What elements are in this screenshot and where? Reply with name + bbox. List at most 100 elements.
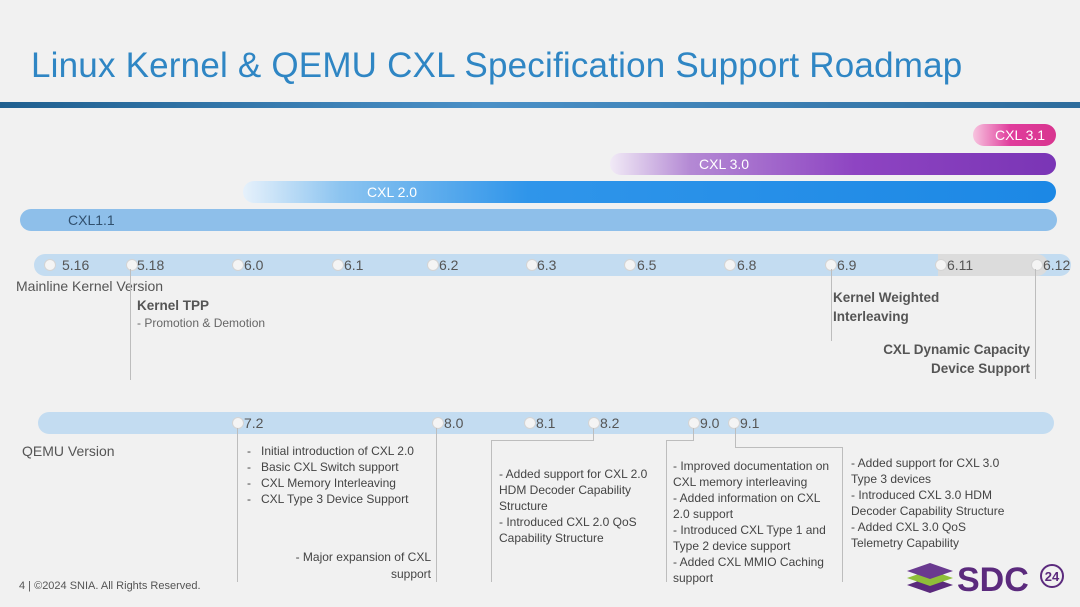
- qemu-9-0-leader-stub: [693, 428, 694, 441]
- kernel-6-0-dot: [232, 259, 244, 271]
- kernel-future-segment: [938, 254, 1048, 276]
- qemu-7-2-note: - CXL Memory Interleaving: [247, 476, 396, 490]
- kernel-version-track: [34, 254, 1071, 276]
- qemu-9-1-note: Decoder Capability Structure: [851, 504, 1005, 518]
- weighted-leader-line: [831, 269, 832, 341]
- qemu-8-0-note-line2: support: [390, 567, 431, 581]
- weighted-interleaving-line2: Interleaving: [833, 309, 909, 324]
- qemu-9-1-note: - Introduced CXL 3.0 HDM: [851, 488, 992, 502]
- qemu-7-2-note: - Basic CXL Switch support: [247, 460, 399, 474]
- qemu-9-1-note: - Added CXL 3.0 QoS: [851, 520, 966, 534]
- qemu-9-1-tick: 9.1: [740, 415, 760, 431]
- qemu-9-1-dot: [728, 417, 740, 429]
- kernel-6-12-dot: [1031, 259, 1043, 271]
- qemu-8-1-dot: [524, 417, 536, 429]
- kernel-6-12-tick: 6.12: [1043, 257, 1071, 273]
- kernel-6-9-tick: 6.9: [837, 257, 857, 273]
- qemu-version-track: [38, 412, 1054, 434]
- qemu-9-0-notes: - Improved documentation on CXL memory i…: [673, 458, 829, 586]
- qemu-7-2-note: - CXL Type 3 Device Support: [247, 492, 409, 506]
- kernel-5-18-tick: 5.18: [137, 257, 165, 273]
- qemu-8-2-note: HDM Decoder Capability: [499, 483, 632, 497]
- qemu-8-2-note: - Introduced CXL 2.0 QoS: [499, 515, 637, 529]
- qemu-8-2-note: Capability Structure: [499, 531, 604, 545]
- kernel-6-2-tick: 6.2: [439, 257, 459, 273]
- layers-icon: [907, 563, 953, 593]
- cxl20-bar: CXL 2.0: [243, 181, 1056, 203]
- cxl30-bar: CXL 3.0: [610, 153, 1056, 175]
- kernel-6-8-tick: 6.8: [737, 257, 757, 273]
- kernel-tpp-sub: - Promotion & Demotion: [137, 316, 266, 330]
- kernel-5-18-dot: [126, 259, 138, 271]
- page-title: Linux Kernel & QEMU CXL Specification Su…: [31, 46, 963, 85]
- qemu-9-0-dot: [688, 417, 700, 429]
- qemu-9-1-leader-stub: [735, 428, 736, 447]
- qemu-8-2-leader-line: [491, 440, 492, 582]
- kernel-5-16-tick: 5.16: [62, 257, 90, 273]
- qemu-8-1-tick: 8.1: [536, 415, 556, 431]
- logo-badge-ring: [1040, 564, 1064, 588]
- qemu-9-1-note: Type 3 devices: [851, 472, 932, 486]
- cxl31-bar: CXL 3.1: [973, 124, 1056, 146]
- qemu-7-2-leader-line: [237, 428, 238, 582]
- title-divider: [0, 102, 1080, 108]
- sdc-logo: SDC 24: [907, 561, 1064, 599]
- qemu-9-0-leader-horizontal: [666, 440, 694, 441]
- qemu-7-2-note: - Initial introduction of CXL 2.0: [247, 444, 414, 458]
- qemu-9-0-note: - Added CXL MMIO Caching: [673, 555, 824, 569]
- qemu-9-0-note: - Improved documentation on: [673, 459, 830, 473]
- cxl20-label: CXL 2.0: [367, 184, 418, 200]
- kernel-axis-label: Mainline Kernel Version: [16, 278, 164, 294]
- kernel-tpp-title: Kernel TPP: [137, 298, 210, 313]
- kernel-6-5-dot: [624, 259, 636, 271]
- qemu-9-0-note: support: [673, 571, 714, 585]
- kernel-6-11-dot: [935, 259, 947, 271]
- footer-copyright: 4 | ©2024 SNIA. All Rights Reserved.: [19, 580, 201, 592]
- qemu-9-1-leader-line: [842, 447, 843, 582]
- qemu-9-0-note: Type 2 device support: [673, 539, 791, 553]
- kernel-6-11-tick: 6.11: [947, 257, 974, 273]
- qemu-8-2-tick: 8.2: [600, 415, 620, 431]
- kernel-6-0-tick: 6.0: [244, 257, 264, 273]
- qemu-8-2-leader-stub: [593, 428, 594, 441]
- cxl11-bar: CXL1.1: [20, 209, 1057, 231]
- logo-badge: 24: [1045, 569, 1060, 584]
- kernel-6-2-dot: [427, 259, 439, 271]
- dcd-line1: CXL Dynamic Capacity: [883, 342, 1030, 357]
- qemu-7-2-dot: [232, 417, 244, 429]
- qemu-8-0-tick: 8.0: [444, 415, 464, 431]
- cxl30-label: CXL 3.0: [699, 156, 750, 172]
- kernel-5-16-dot: [44, 259, 56, 271]
- kernel-6-5-tick: 6.5: [637, 257, 657, 273]
- qemu-8-2-note: - Added support for CXL 2.0: [499, 467, 648, 481]
- tpp-leader-line: [130, 269, 131, 380]
- kernel-6-8-dot: [724, 259, 736, 271]
- qemu-9-1-notes: - Added support for CXL 3.0 Type 3 devic…: [851, 455, 1004, 551]
- cxl31-label: CXL 3.1: [995, 127, 1046, 143]
- dcd-leader-line: [1035, 269, 1036, 379]
- qemu-9-1-note: - Added support for CXL 3.0: [851, 456, 1000, 470]
- qemu-9-0-note: - Introduced CXL Type 1 and: [673, 523, 826, 537]
- kernel-6-3-dot: [526, 259, 538, 271]
- qemu-9-0-note: CXL memory interleaving: [673, 475, 808, 489]
- kernel-6-1-tick: 6.1: [344, 257, 364, 273]
- kernel-6-1-dot: [332, 259, 344, 271]
- qemu-9-0-leader-line: [666, 440, 667, 582]
- qemu-8-2-dot: [588, 417, 600, 429]
- qemu-8-2-notes: - Added support for CXL 2.0 HDM Decoder …: [499, 466, 647, 546]
- qemu-7-2-tick: 7.2: [244, 415, 264, 431]
- qemu-8-0-note-line1: - Major expansion of CXL: [295, 550, 431, 564]
- qemu-7-2-notes: - Initial introduction of CXL 2.0 - Basi…: [247, 443, 414, 507]
- qemu-8-2-leader-horizontal: [491, 440, 594, 441]
- dcd-line2: Device Support: [930, 361, 1030, 376]
- qemu-9-0-tick: 9.0: [700, 415, 720, 431]
- qemu-8-2-note: Structure: [499, 499, 548, 513]
- cxl11-label: CXL1.1: [68, 212, 115, 228]
- qemu-9-1-note: Telemetry Capability: [851, 536, 960, 550]
- qemu-9-1-leader-horizontal: [735, 447, 842, 448]
- kernel-6-3-tick: 6.3: [537, 257, 557, 273]
- qemu-8-0-leader-line: [436, 428, 437, 582]
- weighted-interleaving-line1: Kernel Weighted: [833, 290, 940, 305]
- qemu-8-0-dot: [432, 417, 444, 429]
- qemu-axis-label: QEMU Version: [22, 443, 115, 459]
